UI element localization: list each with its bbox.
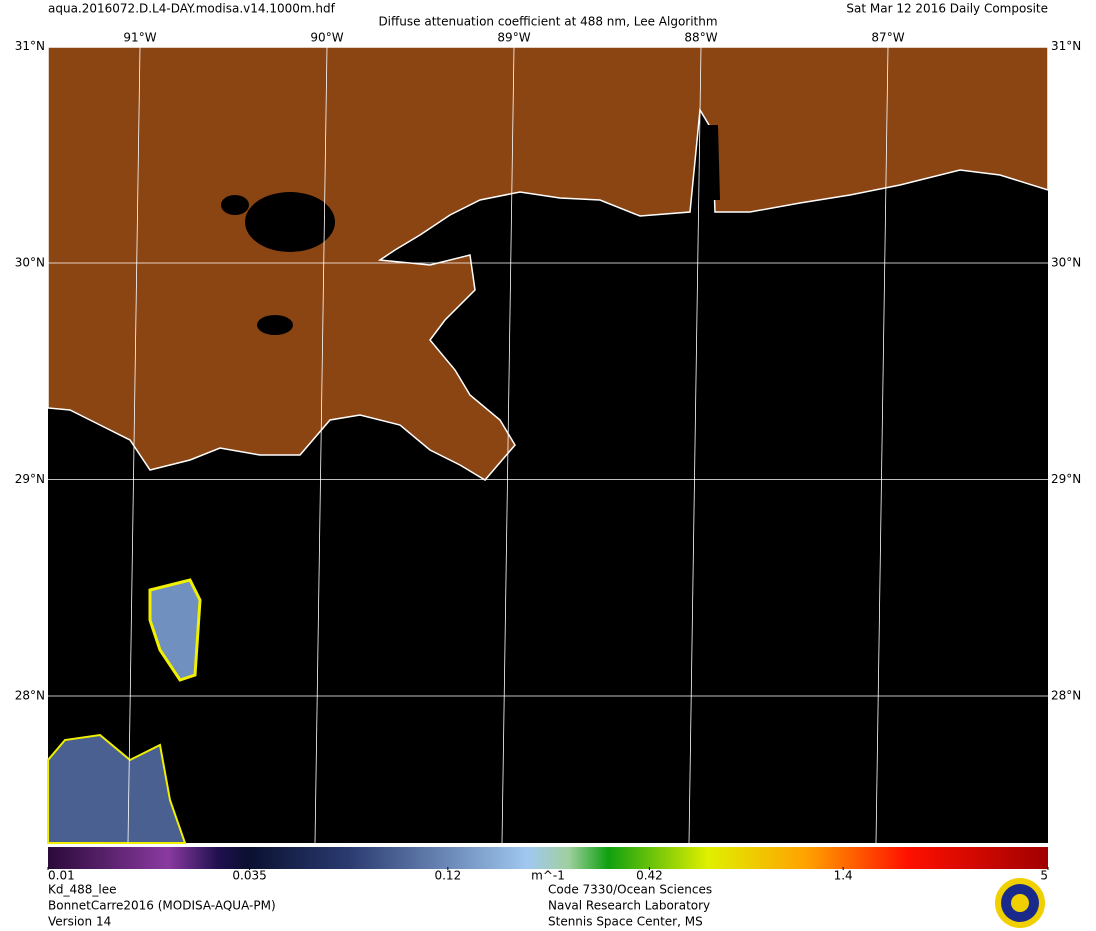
footer-right: Naval Research Laboratory: [548, 899, 710, 913]
lat-label: 28°N: [15, 689, 45, 703]
data-patch: [148, 578, 202, 682]
colorbar-label: 0.01: [48, 869, 75, 883]
data-patch: [47, 733, 187, 844]
colorbar-unit: m^-1: [531, 869, 565, 883]
lat-label: 31°N: [1051, 39, 1081, 53]
footer-left: BonnetCarre2016 (MODISA-AQUA-PM): [48, 899, 276, 913]
date: Sat Mar 12 2016 Daily Composite: [846, 2, 1048, 16]
map: [47, 46, 1049, 844]
footer-left: Kd_488_lee: [48, 883, 117, 897]
colorbar-label: 0.035: [232, 869, 266, 883]
colorbar-label: 1.4: [834, 869, 853, 883]
meridian: [501, 46, 515, 844]
land: [47, 46, 1049, 481]
footer-left: Version 14: [48, 915, 111, 929]
lake: [245, 192, 335, 252]
lat-label: 28°N: [1051, 689, 1081, 703]
lat-label: 31°N: [15, 39, 45, 53]
lake: [221, 195, 249, 215]
lon-label: 87°W: [871, 31, 904, 45]
footer-right: Stennis Space Center, MS: [548, 915, 703, 929]
meridian: [127, 46, 141, 844]
lon-label: 91°W: [123, 31, 156, 45]
footer-right: Code 7330/Ocean Sciences: [548, 883, 712, 897]
colorbar-label: 0.42: [636, 869, 663, 883]
file-name: aqua.2016072.D.L4-DAY.modisa.v14.1000m.h…: [48, 2, 336, 16]
logo: [995, 878, 1045, 928]
meridian: [875, 46, 889, 844]
meridian: [314, 46, 328, 844]
colorbar: [48, 847, 1048, 869]
map-title: Diffuse attenuation coefficient at 488 n…: [378, 15, 717, 29]
meridian: [688, 46, 702, 844]
colorbar-label: 0.12: [434, 869, 461, 883]
bay: [700, 125, 720, 200]
lon-label: 89°W: [497, 31, 530, 45]
lon-label: 90°W: [310, 31, 343, 45]
lake: [257, 315, 293, 335]
lon-label: 88°W: [684, 31, 717, 45]
lat-label: 30°N: [1051, 256, 1081, 270]
lat-label: 30°N: [15, 256, 45, 270]
lat-label: 29°N: [1051, 472, 1081, 486]
lat-label: 29°N: [15, 472, 45, 486]
colorbar-label: 5: [1040, 869, 1048, 883]
